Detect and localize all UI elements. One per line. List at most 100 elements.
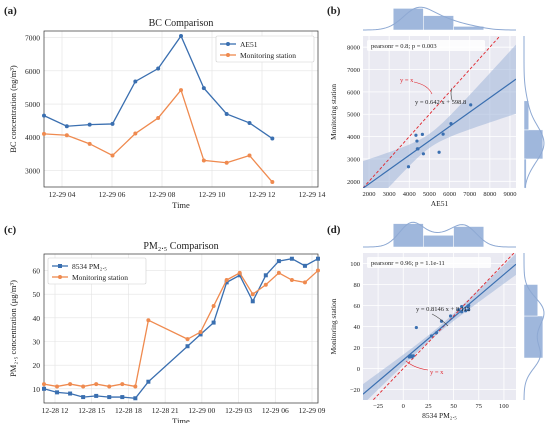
chart-c: (c) PM₂.₅ Comparison 10 20 30 40 50 60 12-28 12 1… bbox=[4, 224, 326, 423]
histogram-bar bbox=[423, 15, 454, 31]
data-point bbox=[146, 318, 151, 323]
fit-arrow bbox=[431, 313, 449, 327]
histogram-bar bbox=[392, 223, 424, 248]
right-marginal bbox=[523, 252, 545, 401]
data-point bbox=[408, 355, 412, 359]
data-point bbox=[457, 308, 461, 312]
y-tick-label: 5000 bbox=[25, 100, 40, 109]
panel-label: (b) bbox=[327, 5, 341, 17]
data-point bbox=[448, 314, 453, 318]
data-point bbox=[55, 390, 60, 395]
data-point bbox=[179, 88, 183, 93]
legend: AE51 Monitoring station bbox=[215, 35, 315, 63]
plot-frame bbox=[43, 30, 319, 188]
y-tick-label: 20 bbox=[354, 345, 361, 352]
data-point bbox=[211, 304, 216, 309]
legend: 8534 PM₂.₅ Monitoring station bbox=[47, 257, 147, 285]
x-tick-label: 12-29 14 bbox=[299, 190, 326, 199]
x-tick-label: 12-28 12 bbox=[42, 406, 69, 415]
data-point bbox=[146, 379, 151, 384]
y-tick-label: 2000 bbox=[347, 179, 360, 186]
data-point bbox=[263, 273, 268, 278]
y-tick-label: 60 bbox=[33, 267, 41, 276]
data-point bbox=[429, 334, 434, 338]
x-axis-label: 8534 PM₂.₅ bbox=[422, 411, 457, 420]
confidence-band bbox=[363, 44, 516, 188]
legend-swatch-marker bbox=[226, 53, 230, 57]
stats-box-bg bbox=[367, 257, 491, 268]
x-tick-label: 0 bbox=[402, 403, 405, 410]
fit-equation-label: y = 0.8146 x + 8.112 bbox=[416, 306, 470, 313]
identity-line-arrow bbox=[405, 360, 429, 371]
data-point bbox=[133, 79, 138, 84]
panel-label: (a) bbox=[4, 5, 17, 17]
data-point bbox=[449, 122, 453, 126]
top-marginal bbox=[362, 6, 517, 31]
data-point bbox=[460, 304, 464, 309]
x-tick-label: 6000 bbox=[443, 191, 456, 198]
data-point bbox=[224, 280, 229, 285]
panel-label: (d) bbox=[327, 224, 341, 236]
chart-d: (d) −20 0 20 40 60 80 100 −25 0 25 50 75 100 pearsonr … bbox=[327, 221, 545, 420]
y-tick-label: 6000 bbox=[25, 67, 40, 76]
data-point bbox=[437, 150, 441, 154]
legend-swatch-marker bbox=[58, 275, 62, 279]
data-point bbox=[460, 310, 464, 314]
density-curve bbox=[523, 36, 545, 189]
x-tick-label: 5000 bbox=[423, 191, 436, 198]
y-tick-label: 6000 bbox=[347, 89, 360, 96]
data-point bbox=[302, 263, 307, 268]
x-tick-label: 7000 bbox=[463, 191, 476, 198]
data-point bbox=[64, 124, 69, 129]
x-tick-label: 9000 bbox=[503, 191, 516, 198]
x-tick-label: 12-29 04 bbox=[49, 190, 76, 199]
top-marginal bbox=[362, 221, 517, 248]
data-point bbox=[133, 384, 138, 389]
x-tick-label: 12-28 18 bbox=[115, 406, 142, 415]
data-point bbox=[464, 309, 468, 313]
regression-line bbox=[363, 263, 516, 395]
series-line-1 bbox=[43, 270, 319, 388]
y-tick-label: 0 bbox=[357, 366, 360, 373]
x-tick-label: 4000 bbox=[403, 191, 416, 198]
data-point bbox=[416, 147, 420, 151]
legend-box bbox=[215, 35, 315, 63]
y-tick-label: 80 bbox=[354, 282, 361, 289]
data-point bbox=[289, 278, 294, 283]
y-axis-label: Monitoring station bbox=[329, 298, 338, 354]
y-tick-label: 5000 bbox=[347, 112, 360, 119]
data-point bbox=[156, 115, 161, 120]
data-point bbox=[185, 344, 190, 349]
legend-entry: Monitoring station bbox=[240, 51, 296, 60]
data-point bbox=[289, 256, 294, 261]
stats-box: pearsonr = 0.96; p = 1.1e-11 bbox=[367, 257, 491, 268]
data-point bbox=[68, 382, 73, 387]
data-point bbox=[179, 33, 183, 38]
data-point bbox=[156, 66, 161, 71]
histogram-bar bbox=[523, 284, 538, 317]
data-point bbox=[55, 384, 60, 389]
x-tick-label: 3000 bbox=[383, 191, 396, 198]
data-point bbox=[42, 131, 46, 136]
plot-frame bbox=[43, 253, 319, 404]
data-point bbox=[467, 303, 471, 308]
chart-title: BC Comparison bbox=[149, 18, 214, 29]
data-point bbox=[237, 273, 242, 278]
identity-line-arrow bbox=[413, 81, 433, 95]
x-tick-label: 12-29 00 bbox=[188, 406, 215, 415]
data-point bbox=[64, 133, 69, 138]
data-point bbox=[270, 136, 275, 141]
data-point bbox=[185, 337, 190, 342]
x-tick-label: 12-29 08 bbox=[149, 190, 176, 199]
y-tick-label: −20 bbox=[350, 387, 360, 394]
data-point bbox=[250, 299, 255, 304]
y-axis-label: PM₂.₅ concentration (μg/m³) bbox=[8, 280, 18, 377]
data-point bbox=[415, 139, 419, 143]
legend-entry: Monitoring station bbox=[72, 273, 128, 282]
y-tick-label: 7000 bbox=[25, 34, 40, 43]
data-point bbox=[42, 113, 46, 118]
stats-box: pearsonr = 0.8; p = 0.003 bbox=[367, 40, 485, 51]
x-tick-label: 12-29 03 bbox=[225, 406, 252, 415]
y-tick-label: 50 bbox=[33, 290, 41, 299]
data-point bbox=[107, 395, 112, 400]
